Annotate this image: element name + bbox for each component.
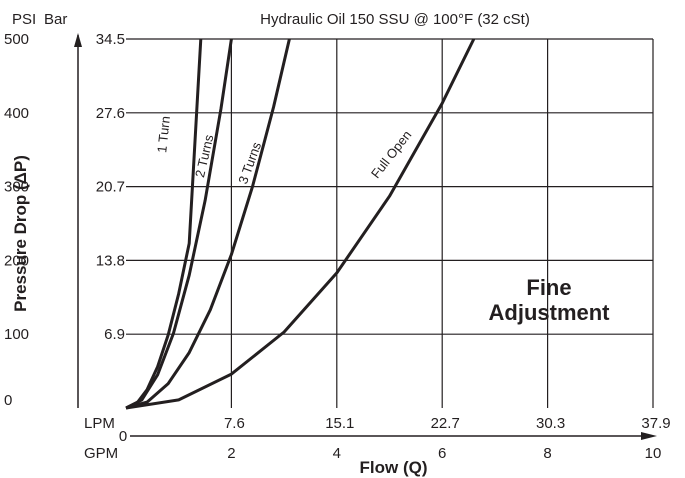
- y-tick-bar: 6.9: [104, 326, 125, 343]
- x-tick-gpm: 2: [227, 445, 235, 462]
- curves: [125, 38, 476, 410]
- annotation-line-1: Fine: [526, 275, 571, 300]
- x-tick-gpm: 10: [645, 445, 662, 462]
- y-tick-psi: 0: [4, 392, 12, 409]
- y-tick-bar: 13.8: [96, 252, 125, 269]
- x-axis-label: Flow (Q): [360, 458, 428, 477]
- annotation-line-2: Adjustment: [489, 300, 611, 325]
- x-axis-arrow: [641, 432, 657, 440]
- y-tick-psi: 500: [4, 31, 29, 48]
- x-tick-lpm: 30.3: [536, 415, 565, 432]
- curve-full-open: [125, 38, 476, 410]
- y-tick-psi: 300: [4, 179, 29, 196]
- y-unit-bar: Bar: [44, 11, 67, 28]
- axes: [74, 33, 657, 440]
- x-tick-lpm: 37.9: [641, 415, 670, 432]
- x-tick-gpm: 0: [119, 428, 127, 445]
- grid: [126, 38, 654, 408]
- x-tick-lpm: 15.1: [325, 415, 354, 432]
- y-tick-bar: 20.7: [96, 179, 125, 196]
- y-unit-psi: PSI: [12, 11, 36, 28]
- y-tick-psi: 100: [4, 326, 29, 343]
- y-axis-arrow: [74, 33, 82, 47]
- x-tick-gpm: 4: [333, 445, 341, 462]
- y-tick-bar: 27.6: [96, 105, 125, 122]
- x-unit-lpm: LPM: [84, 415, 115, 432]
- y-axis-label: Pressure Drop (ΔP): [11, 155, 30, 312]
- x-tick-gpm: 8: [543, 445, 551, 462]
- x-tick-lpm: 7.6: [224, 415, 245, 432]
- y-tick-bar: 34.5: [96, 31, 125, 48]
- curve-2-turns: [125, 38, 233, 410]
- y-tick-psi: 200: [4, 252, 29, 269]
- y-tick-psi: 400: [4, 105, 29, 122]
- x-tick-lpm: 22.7: [431, 415, 460, 432]
- x-unit-gpm: GPM: [84, 445, 118, 462]
- curve-label: 1 Turn: [154, 115, 173, 153]
- chart-title: Hydraulic Oil 150 SSU @ 100°F (32 cSt): [260, 11, 530, 28]
- labels: PSI Bar Hydraulic Oil 150 SSU @ 100°F (32 …: [4, 11, 671, 477]
- curve-3-turns: [125, 38, 291, 410]
- x-tick-gpm: 6: [438, 445, 446, 462]
- curve-label: Full Open: [368, 127, 415, 181]
